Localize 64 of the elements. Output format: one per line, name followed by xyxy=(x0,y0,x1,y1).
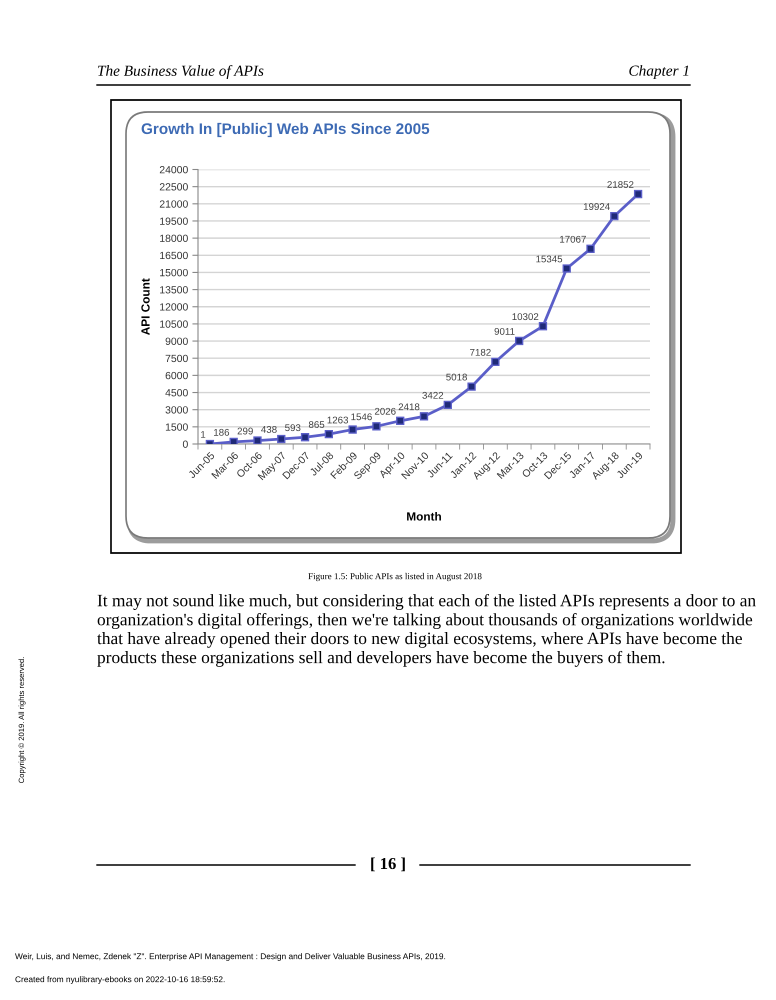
point xyxy=(467,382,476,391)
y-axis-title: API Count xyxy=(141,278,150,335)
data-label: 2026 xyxy=(374,408,396,415)
data-label: 15345 xyxy=(536,256,562,262)
y-tick-label: 15000 xyxy=(160,268,188,276)
point xyxy=(348,425,357,434)
data-label: 17067 xyxy=(560,236,586,243)
y-tick-label: 7500 xyxy=(166,354,188,362)
point xyxy=(538,322,548,330)
y-tick-label: 21000 xyxy=(160,200,188,208)
data-label: 865 xyxy=(308,421,324,428)
point xyxy=(230,438,238,444)
x-axis-title: Month xyxy=(407,512,441,521)
y-tick-label: 24000 xyxy=(160,166,188,174)
chart-title: Growth In [Public] Web APIs Since 2005 xyxy=(142,122,430,138)
data-label: 593 xyxy=(285,424,300,432)
y-tick-label: 18000 xyxy=(160,234,188,242)
y-tick-label: 0 xyxy=(182,440,188,448)
data-label: 299 xyxy=(238,428,253,434)
data-label: 5018 xyxy=(446,374,467,381)
data-label: 1263 xyxy=(328,416,348,424)
point xyxy=(491,358,500,366)
y-tick-label: 3000 xyxy=(166,406,188,414)
data-label: 19924 xyxy=(584,203,610,210)
y-tick-label: 6000 xyxy=(166,372,188,380)
text: Chapter 1 xyxy=(629,65,688,79)
data-label: 10302 xyxy=(512,313,538,320)
point xyxy=(634,190,642,198)
point xyxy=(372,422,381,430)
data-label: 1546 xyxy=(351,413,372,420)
point xyxy=(396,416,404,425)
y-tick-label: 22500 xyxy=(160,183,188,191)
caption: Figure 1.5: Public APIs as listed in August 2018 xyxy=(308,572,482,582)
data-label: 438 xyxy=(261,426,277,433)
y-tick-label: 9000 xyxy=(166,338,188,345)
text: Weir, Luis, and Nemec, Zdenek "Z". Enterprise API Management : Design and Deliver Valuable Business APIs, 2019. xyxy=(15,953,446,961)
data-label: 7182 xyxy=(470,348,491,356)
y-tick-label: 10500 xyxy=(160,320,188,328)
y-tick-label: 16500 xyxy=(160,252,188,260)
point xyxy=(253,436,262,444)
point xyxy=(562,264,571,273)
point xyxy=(586,244,595,253)
text: It may not sound like much, but considering that each of the listed APIs represents a door to an organization's digital offerings, then we're talking about thousands of organizations worldwide that have already opened their doors to new digital ecosystems, where APIs have become the products these organizations sell and developers have become the buyers of them. xyxy=(97,594,756,667)
point xyxy=(610,212,618,220)
data-label: 3422 xyxy=(422,392,444,399)
data-label: 9011 xyxy=(494,328,515,335)
text: [ 16 ] xyxy=(371,857,405,872)
text: The Business Value of APIs xyxy=(98,64,264,80)
point xyxy=(514,336,524,346)
point xyxy=(300,433,310,442)
point xyxy=(444,400,452,410)
text: Created from nyulibrary-ebooks on 2022-10-16 18:59:52. xyxy=(15,976,225,984)
y-tick-label: 13500 xyxy=(160,286,188,294)
data-label: 2418 xyxy=(398,403,420,410)
point xyxy=(324,430,334,438)
point xyxy=(420,412,428,421)
y-tick-label: 19500 xyxy=(160,217,188,225)
point xyxy=(277,434,286,444)
y-tick-label: 12000 xyxy=(160,303,188,311)
data-label: 1 xyxy=(201,431,206,438)
data-label: 21852 xyxy=(607,181,634,188)
y-tick-label: 1500 xyxy=(166,423,188,431)
data-label: 186 xyxy=(214,428,230,436)
y-tick-label: 4500 xyxy=(165,389,188,396)
